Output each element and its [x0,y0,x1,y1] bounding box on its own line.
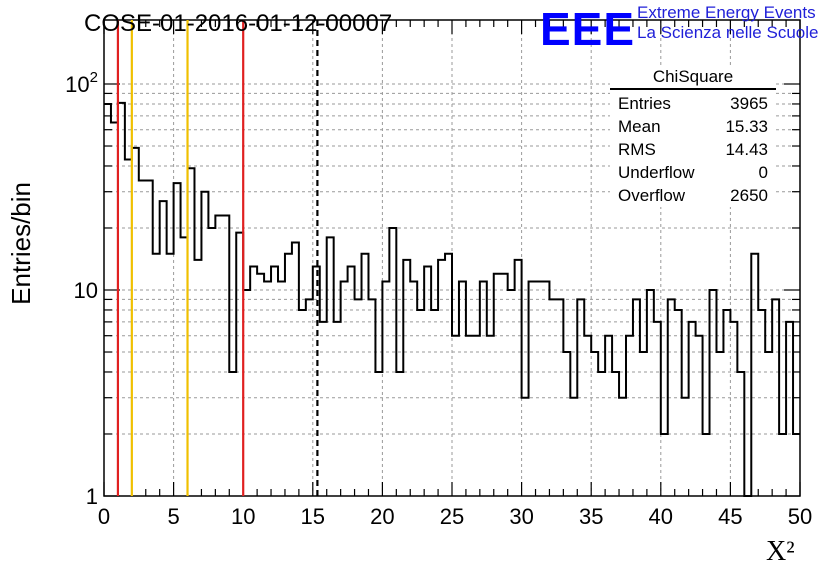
x-tick-label: 50 [788,504,812,529]
stats-title: ChiSquare [610,67,776,90]
stats-label: Underflow [618,163,695,182]
stats-label: RMS [618,140,656,159]
stats-label: Overflow [618,186,686,205]
x-tick-label: 5 [167,504,179,529]
x-tick-label: 25 [440,504,464,529]
stats-label: Entries [618,94,671,113]
y-tick-label: 102 [65,69,98,97]
x-tick-label: 10 [231,504,255,529]
stats-row: RMS 14.43 [610,138,776,161]
stats-box: ChiSquare Entries 3965 Mean 15.33 RMS 14.43… [610,67,776,207]
chart-title: COSE-01-2016-01-12-00007 [84,10,393,37]
stats-value: 15.33 [725,117,768,136]
logo-caption: Extreme Energy Events La Scienza nelle S… [637,3,818,43]
x-tick-label: 0 [98,504,110,529]
stats-row: Mean 15.33 [610,115,776,138]
x-tick-label: 30 [509,504,533,529]
stats-value: 3965 [730,94,768,113]
stats-label: Mean [618,117,661,136]
x-tick-label: 35 [579,504,603,529]
x-tick-label: 45 [718,504,742,529]
stats-row: Underflow 0 [610,161,776,184]
x-tick-label: 20 [370,504,394,529]
y-tick-label: 1 [86,484,98,509]
histogram-series [104,101,800,497]
y-axis-label: Entries/bin [6,182,36,305]
stats-value: 2650 [730,186,768,205]
y-tick-label: 10 [74,278,98,303]
stats-value: 14.43 [725,140,768,159]
x-axis-label: X² [766,536,795,567]
stats-row: Entries 3965 [610,92,776,115]
x-tick-label: 40 [649,504,673,529]
logo-line-2: La Scienza nelle Scuole [637,23,819,42]
stats-value: 0 [758,163,768,182]
eee-logo: EEE [540,3,636,55]
x-tick-label: 15 [301,504,325,529]
logo-line-1: Extreme Energy Events [637,3,816,22]
stats-row: Overflow 2650 [610,184,776,207]
